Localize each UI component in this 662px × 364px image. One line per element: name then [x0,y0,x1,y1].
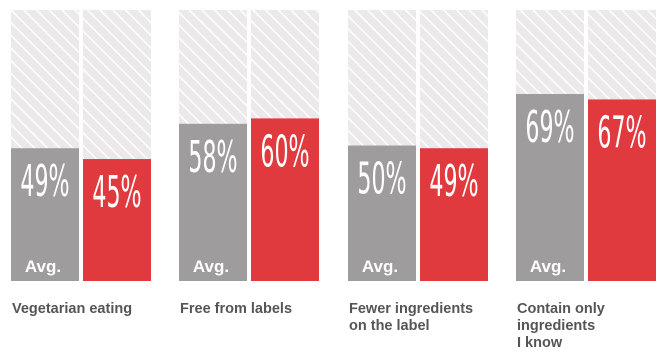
category-label: ingredients [517,318,595,334]
bar-highlight [83,159,151,281]
category-label: on the label [349,318,430,334]
bar-average [348,145,416,281]
bar-value-label: 67% [597,108,646,158]
bar-average [516,94,584,281]
bars-group [11,10,656,282]
bar-value-label: 50% [357,154,406,204]
bar-highlight [420,148,488,281]
bar-average [11,148,79,281]
bar-value-label: 45% [92,168,141,218]
bar-inner-label: Avg. [530,257,566,276]
category-label: I know [517,335,563,351]
category-label: Fewer ingredients [349,301,473,317]
bar-value-label: 69% [525,103,574,153]
bar-average [179,123,247,281]
category-label: Contain only [517,301,605,317]
bar-value-label: 49% [429,157,478,207]
category-label: Free from labels [180,301,292,317]
labels-group: 49% Avg. 45% Vegetarian eating 58% Avg. 60% Fre… [12,103,647,351]
bar-inner-label: Avg. [25,257,61,276]
bar-value-label: 58% [188,132,237,182]
bar-value-label: 49% [20,157,69,207]
category-label: Vegetarian eating [12,301,132,317]
bar-inner-label: Avg. [362,257,398,276]
bar-highlight [251,118,319,282]
bar-value-label: 60% [260,127,309,177]
bar-highlight [588,99,656,282]
bar-inner-label: Avg. [193,257,229,276]
